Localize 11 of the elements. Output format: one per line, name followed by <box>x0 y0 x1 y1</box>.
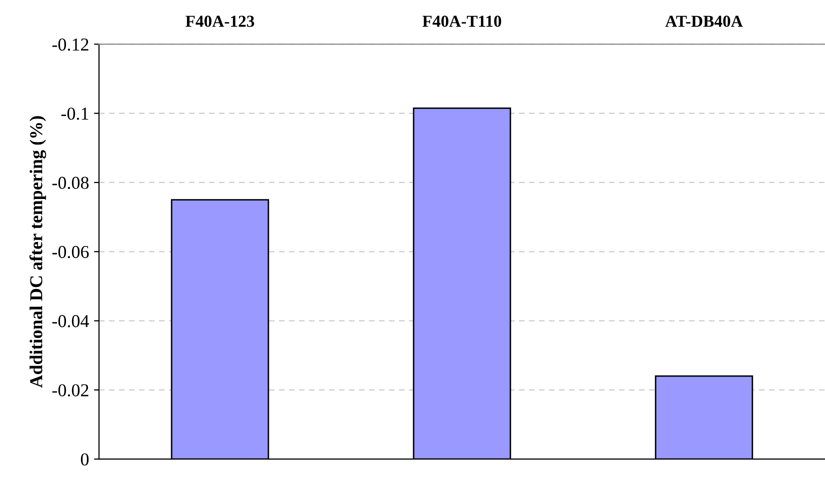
y-tick-label: -0.12 <box>52 38 88 51</box>
x-tick-label: F40A-123 <box>186 16 254 27</box>
y-axis-title: Additional DC after tempering (%) <box>29 116 46 388</box>
y-tick-label: 0 <box>80 453 89 466</box>
y-tick-label: -0.04 <box>52 315 89 328</box>
x-tick-label: AT-DB40A <box>665 16 743 27</box>
y-tick-label: -0.02 <box>52 384 88 396</box>
x-tick-label: F40A-T110 <box>422 16 502 27</box>
y-tick-label: -0.06 <box>52 246 89 258</box>
y-tick-label: -0.1 <box>61 108 88 120</box>
y-tick-label: -0.08 <box>52 176 89 190</box>
